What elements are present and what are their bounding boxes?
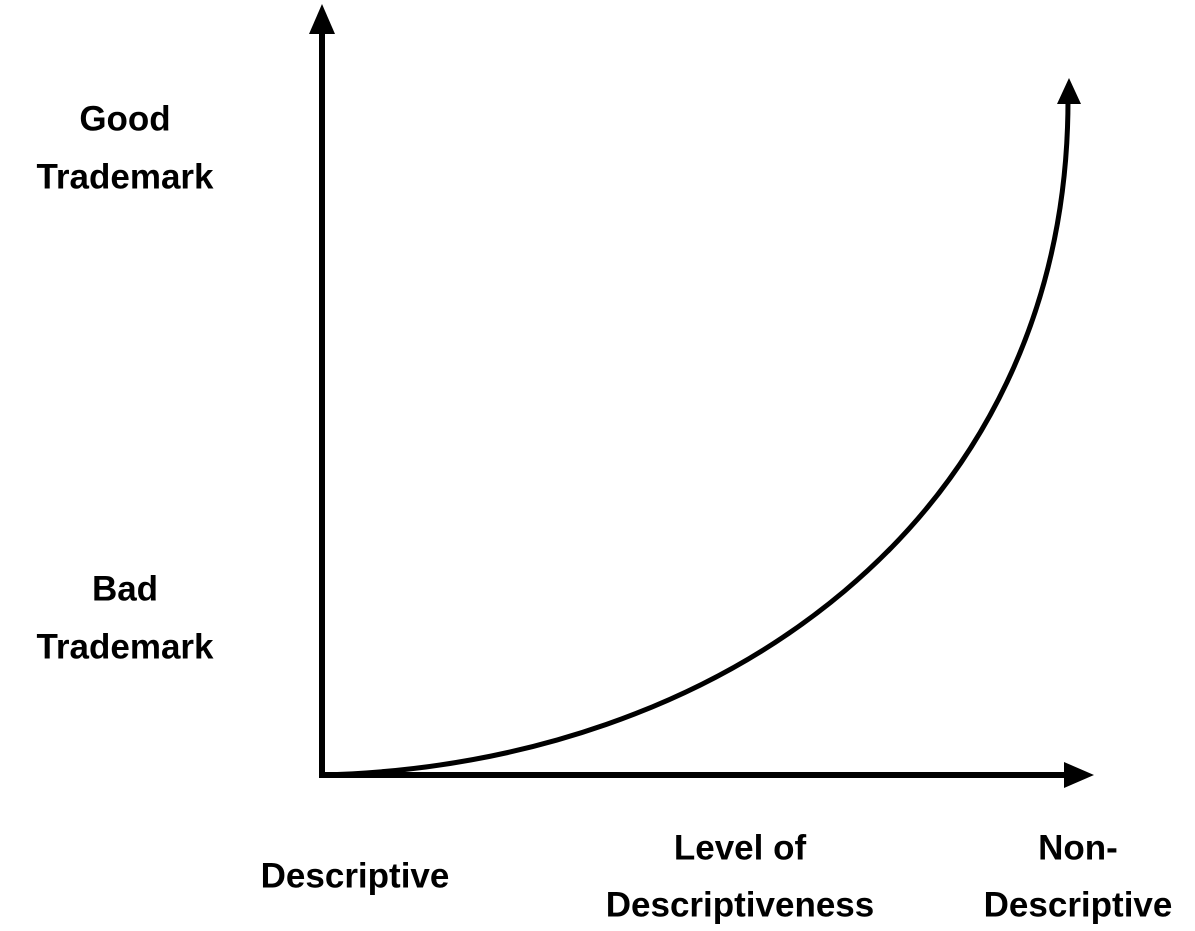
y-axis-arrow	[309, 4, 335, 34]
curve	[321, 99, 1071, 778]
x-label: Descriptive	[984, 885, 1173, 924]
y-label: Trademark	[36, 157, 214, 196]
x-label: Non-	[1038, 828, 1118, 867]
x-label: Descriptive	[261, 856, 450, 895]
x-axis-arrow	[1064, 762, 1094, 788]
x-label: Descriptiveness	[606, 885, 874, 924]
y-label: Bad	[92, 569, 158, 608]
curve-arrow	[1057, 78, 1081, 104]
x-label: Level of	[674, 828, 807, 867]
y-label: Good	[79, 99, 170, 138]
y-label: Trademark	[36, 627, 214, 666]
